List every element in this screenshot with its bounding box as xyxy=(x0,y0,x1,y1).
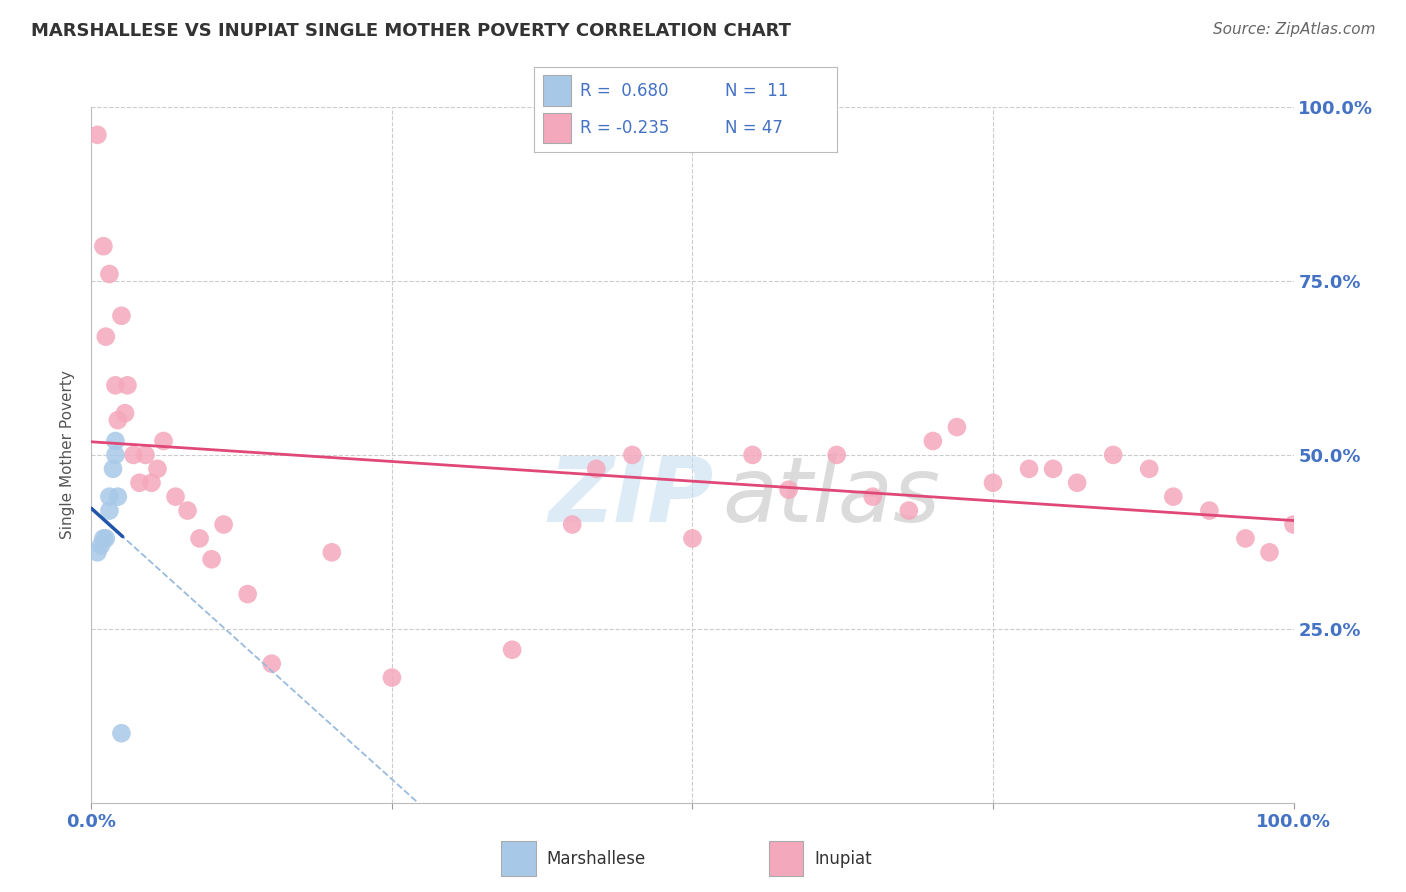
Point xyxy=(90,538,112,552)
Point xyxy=(585,462,607,476)
Point xyxy=(681,532,703,546)
Text: Source: ZipAtlas.com: Source: ZipAtlas.com xyxy=(1212,22,1375,37)
Bar xyxy=(543,112,571,143)
Point xyxy=(86,545,108,559)
Point xyxy=(501,642,523,657)
Point xyxy=(152,434,174,448)
Point xyxy=(778,483,800,497)
Point xyxy=(1234,532,1257,546)
Point xyxy=(94,532,117,546)
Point xyxy=(146,462,169,476)
Point xyxy=(104,448,127,462)
Bar xyxy=(502,841,536,876)
Point xyxy=(104,434,127,448)
Point xyxy=(825,448,848,462)
Point xyxy=(381,671,404,685)
Text: ZIP: ZIP xyxy=(548,452,713,541)
Point xyxy=(1137,462,1160,476)
Text: N =  11: N = 11 xyxy=(724,82,789,100)
Point xyxy=(122,448,145,462)
Text: N = 47: N = 47 xyxy=(724,119,783,136)
Text: R = -0.235: R = -0.235 xyxy=(579,119,669,136)
Point xyxy=(128,475,150,490)
Point xyxy=(321,545,343,559)
Point xyxy=(741,448,763,462)
Point xyxy=(141,475,163,490)
Text: MARSHALLESE VS INUPIAT SINGLE MOTHER POVERTY CORRELATION CHART: MARSHALLESE VS INUPIAT SINGLE MOTHER POV… xyxy=(31,22,792,40)
Point xyxy=(98,267,121,281)
Point xyxy=(107,413,129,427)
Point xyxy=(165,490,187,504)
Point xyxy=(110,309,132,323)
Point xyxy=(981,475,1004,490)
Point xyxy=(862,490,884,504)
Point xyxy=(1042,462,1064,476)
Point xyxy=(201,552,224,566)
Point xyxy=(1018,462,1040,476)
Point xyxy=(101,462,124,476)
Point xyxy=(922,434,945,448)
Point xyxy=(260,657,283,671)
Point xyxy=(946,420,969,434)
Point xyxy=(117,378,139,392)
Point xyxy=(188,532,211,546)
Bar xyxy=(769,841,803,876)
Point xyxy=(561,517,583,532)
Point xyxy=(110,726,132,740)
Point xyxy=(1066,475,1088,490)
Text: Marshallese: Marshallese xyxy=(547,849,645,868)
Point xyxy=(107,490,129,504)
Point xyxy=(1258,545,1281,559)
Point xyxy=(176,503,198,517)
Point xyxy=(104,378,127,392)
Y-axis label: Single Mother Poverty: Single Mother Poverty xyxy=(60,370,76,540)
Point xyxy=(98,503,121,517)
Point xyxy=(114,406,136,420)
Text: atlas: atlas xyxy=(723,452,941,541)
Point xyxy=(93,532,115,546)
Text: Inupiat: Inupiat xyxy=(814,849,872,868)
Point xyxy=(94,329,117,343)
Point xyxy=(98,490,121,504)
Bar xyxy=(543,76,571,106)
Point xyxy=(86,128,108,142)
Point xyxy=(134,448,156,462)
Text: R =  0.680: R = 0.680 xyxy=(579,82,668,100)
Point xyxy=(897,503,920,517)
Point xyxy=(1198,503,1220,517)
Point xyxy=(1282,517,1305,532)
Point xyxy=(236,587,259,601)
Point xyxy=(1102,448,1125,462)
Point xyxy=(93,239,115,253)
Point xyxy=(1161,490,1184,504)
Point xyxy=(212,517,235,532)
Point xyxy=(621,448,644,462)
